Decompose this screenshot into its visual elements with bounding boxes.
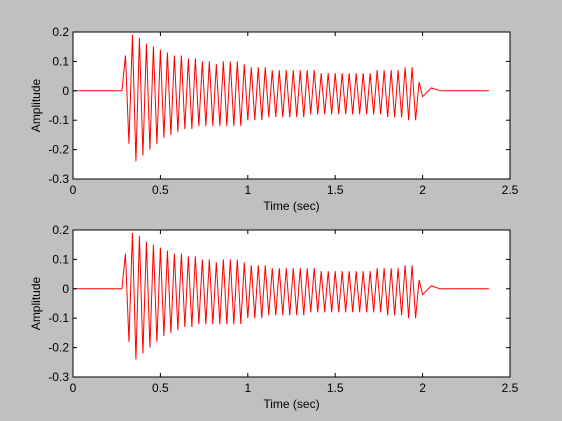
axes-box [72,31,511,180]
x-tick-label: 1 [244,183,251,197]
x-tick-label: 2.5 [502,183,519,197]
y-tick-label: 0.2 [52,25,69,39]
y-tick-label: -0.3 [48,172,69,186]
x-tick-label: 0.5 [152,183,169,197]
waveform [73,232,490,360]
y-tick-label: 0 [62,282,69,296]
y-axis-label: Amplitude [29,277,43,331]
waveform [73,34,490,162]
x-axis-label: Time (sec) [263,199,319,213]
x-tick-label: 0 [70,381,77,395]
y-tick-label: 0.1 [52,54,69,68]
x-tick-label: 2 [419,183,426,197]
x-tick-label: 1.5 [327,183,344,197]
y-tick-label: 0.2 [52,223,69,237]
axes-box [72,229,511,378]
y-tick-label: 0.1 [52,252,69,266]
y-axis-label: Amplitude [29,79,43,133]
x-tick-label: 0 [70,183,77,197]
x-tick-label: 0.5 [152,381,169,395]
x-tick-label: 2.5 [502,381,519,395]
y-tick-label: -0.3 [48,370,69,384]
y-tick-label: -0.2 [48,341,69,355]
x-tick-label: 1 [244,381,251,395]
y-tick-label: -0.2 [48,143,69,157]
x-tick-label: 1.5 [327,381,344,395]
y-tick-label: -0.1 [48,311,69,325]
x-axis-label: Time (sec) [263,397,319,411]
y-tick-label: -0.1 [48,113,69,127]
x-tick-label: 2 [419,381,426,395]
y-tick-label: 0 [62,84,69,98]
